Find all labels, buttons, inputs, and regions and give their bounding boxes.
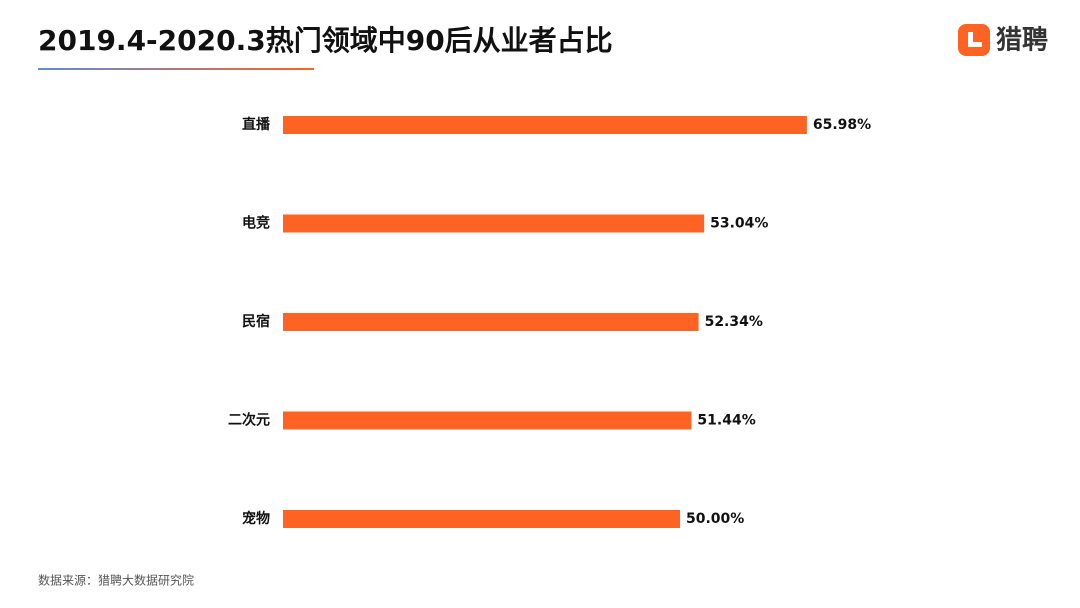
- value-label: 51.44%: [697, 413, 755, 429]
- title-underline: [38, 68, 314, 70]
- bar: [283, 510, 680, 528]
- category-label: 电竞: [242, 215, 270, 232]
- value-label: 65.98%: [813, 117, 871, 133]
- logo-glyph: [968, 32, 982, 47]
- category-label: 二次元: [228, 412, 270, 429]
- category-label: 直播: [242, 116, 271, 133]
- category-label: 民宿: [242, 313, 270, 330]
- bar: [283, 214, 705, 233]
- bar: [283, 313, 699, 331]
- logo-icon: [958, 24, 990, 56]
- value-label: 52.34%: [705, 314, 763, 330]
- chart-title: 2019.4-2020.3热门领域中90后从业者占比: [38, 24, 613, 57]
- bar: [283, 116, 807, 134]
- value-label: 50.00%: [686, 511, 744, 527]
- logo: 猎聘: [958, 24, 1048, 56]
- source-note: 数据来源：猎聘大数据研究院: [38, 573, 194, 588]
- value-label: 53.04%: [710, 216, 768, 232]
- bar: [283, 411, 692, 430]
- brand-name: 猎聘: [996, 26, 1048, 56]
- category-label: 宠物: [242, 510, 270, 527]
